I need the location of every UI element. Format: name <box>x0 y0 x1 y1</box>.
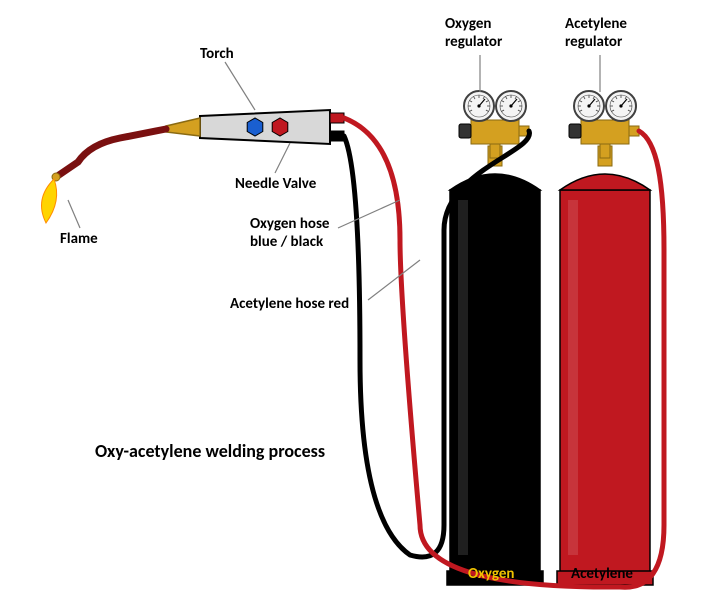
oxygen-cylinder <box>447 146 543 585</box>
label-oxygen-cyl: Oxygen <box>468 565 514 583</box>
label-acetylene-hose: Acetylene hose red <box>230 295 349 313</box>
diagram-stage: Torch Needle Valve Flame Oxygen hose blue /… <box>0 0 721 600</box>
label-needle-valve: Needle Valve <box>235 175 316 193</box>
leader-acetylene_hose <box>368 260 420 300</box>
acetylene-regulator <box>569 91 639 158</box>
acetylene-cylinder <box>557 146 653 585</box>
label-flame: Flame <box>60 230 98 248</box>
leader-torch <box>225 62 255 110</box>
leader-oxygen_hose <box>338 200 400 228</box>
diagram-svg <box>0 0 721 600</box>
flame <box>42 179 57 223</box>
label-torch: Torch <box>200 45 234 63</box>
torch <box>52 110 344 181</box>
label-oxygen-hose: Oxygen hose blue / black <box>250 215 329 251</box>
label-acetylene-regulator: Acetylene regulator <box>565 15 627 51</box>
label-acetylene-cyl: Acetylene <box>571 565 633 583</box>
label-oxygen-regulator: Oxygen regulator <box>445 15 502 51</box>
leader-flame <box>68 200 80 228</box>
diagram-title: Oxy-acetylene welding process <box>95 440 325 462</box>
leader-needle_valve <box>275 143 290 173</box>
